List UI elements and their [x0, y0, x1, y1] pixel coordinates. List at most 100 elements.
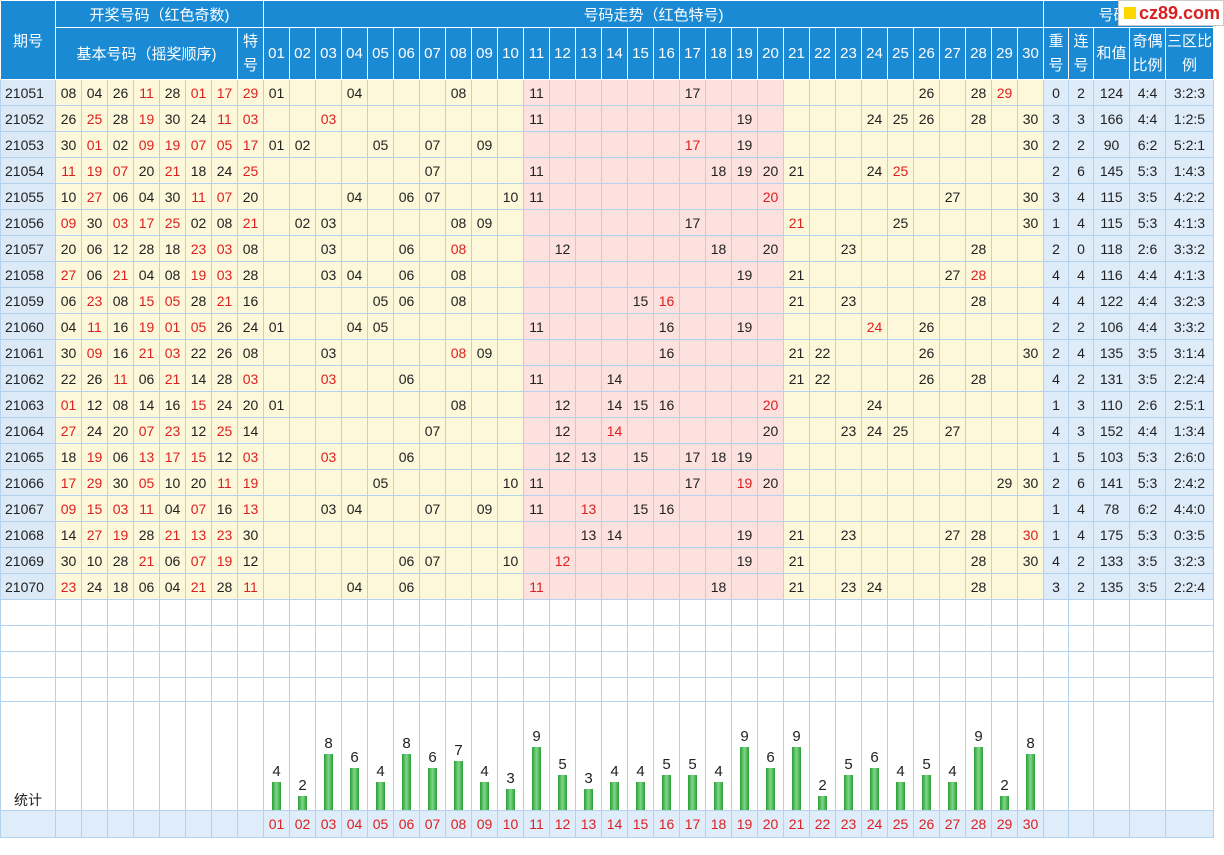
trend-empty-cell [627, 313, 654, 340]
empty-cell [1043, 625, 1069, 652]
draw-row: 21063 01 12 08 14 16 15 24 20 01 08 12 14 15 16 20 24 1 3 1… [0, 391, 1214, 418]
trend-empty-cell [887, 469, 914, 496]
trend-hit-cell: 27 [939, 183, 966, 210]
repeat-count-cell: 2 [1043, 469, 1069, 496]
trend-empty-cell [419, 365, 446, 392]
trend-empty-cell [1017, 235, 1044, 262]
special-number-cell: 20 [237, 391, 264, 418]
trend-empty-cell [393, 391, 420, 418]
site-logo[interactable]: cz89.com [1118, 0, 1224, 26]
consec-count-cell: 0 [1068, 235, 1094, 262]
trend-empty-cell [393, 105, 420, 132]
trend-empty-cell [341, 339, 368, 366]
trend-empty-cell [913, 209, 940, 236]
stats-bar-box: 4 [889, 703, 913, 810]
trend-empty-cell [861, 261, 888, 288]
trend-empty-cell [445, 105, 472, 132]
trend-empty-cell [419, 287, 446, 314]
stats-bar [609, 782, 619, 810]
oddeven-cell: 4:4 [1129, 287, 1166, 314]
trend-empty-cell [731, 391, 758, 418]
trend-empty-cell [653, 209, 680, 236]
trend-empty-cell [913, 573, 940, 600]
empty-cell [263, 677, 290, 702]
draw-row: 21058 27 06 21 04 08 19 03 28 03 04 06 08 19 21 27 28 4 4 1… [0, 261, 1214, 288]
trend-empty-cell [393, 495, 420, 522]
basic-number-cell: 03 [107, 209, 134, 236]
trend-empty-cell [835, 495, 862, 522]
trend-hit-cell: 03 [315, 209, 342, 236]
consec-count-cell: 5 [1068, 443, 1094, 470]
trend-empty-cell [497, 495, 524, 522]
trend-empty-cell [341, 391, 368, 418]
consec-count-cell: 2 [1068, 573, 1094, 600]
footer-number-cell: 15 [627, 810, 654, 838]
trend-empty-cell [471, 365, 498, 392]
trend-hit-cell: 12 [549, 443, 576, 470]
empty-cell [341, 625, 368, 652]
trend-hit-cell: 15 [627, 495, 654, 522]
basic-number-cell: 01 [159, 313, 186, 340]
stats-bar-label: 3 [584, 770, 593, 787]
trend-empty-cell [835, 313, 862, 340]
trend-number-header: 04 [341, 27, 368, 80]
trend-empty-cell [549, 313, 576, 340]
trend-number-header: 11 [523, 27, 550, 80]
trend-hit-cell: 08 [445, 235, 472, 262]
empty-cell [263, 599, 290, 626]
trend-empty-cell [471, 521, 498, 548]
trend-empty-cell [809, 235, 836, 262]
footer-number-cell: 08 [445, 810, 472, 838]
trend-hit-cell: 19 [731, 131, 758, 158]
trend-hit-cell: 09 [471, 495, 498, 522]
draw-row: 21052 26 25 28 19 30 24 11 03 03 11 19 24 25 26 28 30 3 3 1… [0, 105, 1214, 132]
footer-number-cell: 09 [471, 810, 498, 838]
trend-empty-cell [679, 183, 706, 210]
trend-hit-cell: 02 [289, 131, 316, 158]
basic-number-cell: 27 [55, 417, 82, 444]
empty-cell [419, 599, 446, 626]
trend-empty-cell [939, 547, 966, 574]
stats-bar [869, 768, 879, 810]
trend-empty-cell [315, 417, 342, 444]
trend-hit-cell: 16 [653, 495, 680, 522]
basic-numbers-header: 基本号码（摇奖顺序) [55, 27, 238, 80]
basic-number-cell: 07 [211, 183, 238, 210]
draw-row: 21065 18 19 06 13 17 15 12 03 03 06 12 13 15 17 18 19 1 5 1… [0, 443, 1214, 470]
empty-cell [939, 677, 966, 702]
empty-cell [159, 599, 186, 626]
trend-empty-cell [939, 573, 966, 600]
trend-empty-cell [731, 209, 758, 236]
footer-number-cell: 03 [315, 810, 342, 838]
trend-empty-cell [575, 313, 602, 340]
stats-bar-cell: 6 [757, 701, 784, 811]
stats-bar-cell: 5 [549, 701, 576, 811]
trend-empty-cell [393, 417, 420, 444]
footer-empty-cell [237, 810, 264, 838]
empty-cell [107, 625, 134, 652]
trend-hit-cell: 22 [809, 339, 836, 366]
empty-cell [731, 651, 758, 678]
stats-bar-label: 4 [948, 763, 957, 780]
trend-hit-cell: 22 [809, 365, 836, 392]
trend-empty-cell [835, 157, 862, 184]
oddeven-cell: 3:5 [1129, 183, 1166, 210]
trend-empty-cell [757, 287, 784, 314]
trend-empty-cell [913, 131, 940, 158]
trend-empty-cell [991, 209, 1018, 236]
basic-number-cell: 06 [133, 365, 160, 392]
consec-count-cell: 3 [1068, 105, 1094, 132]
basic-number-cell: 24 [81, 573, 108, 600]
trend-hit-cell: 11 [523, 365, 550, 392]
trend-empty-cell [991, 261, 1018, 288]
trend-empty-cell [887, 235, 914, 262]
stats-bar [791, 747, 801, 810]
empty-cell [653, 625, 680, 652]
trend-empty-cell [913, 521, 940, 548]
basic-number-cell: 21 [159, 521, 186, 548]
trend-hit-cell: 07 [419, 183, 446, 210]
trend-number-header: 29 [991, 27, 1018, 80]
trend-hit-cell: 15 [627, 443, 654, 470]
trend-hit-cell: 11 [523, 313, 550, 340]
empty-cell [627, 599, 654, 626]
